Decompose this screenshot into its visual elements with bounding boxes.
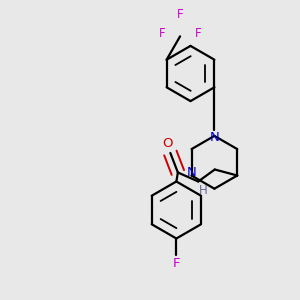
Text: F: F — [172, 257, 180, 270]
Text: F: F — [158, 27, 165, 40]
Text: O: O — [163, 137, 173, 150]
Text: N: N — [187, 166, 197, 179]
Text: N: N — [209, 131, 219, 144]
Text: F: F — [177, 8, 183, 21]
Text: H: H — [199, 184, 208, 197]
Text: F: F — [195, 27, 202, 40]
